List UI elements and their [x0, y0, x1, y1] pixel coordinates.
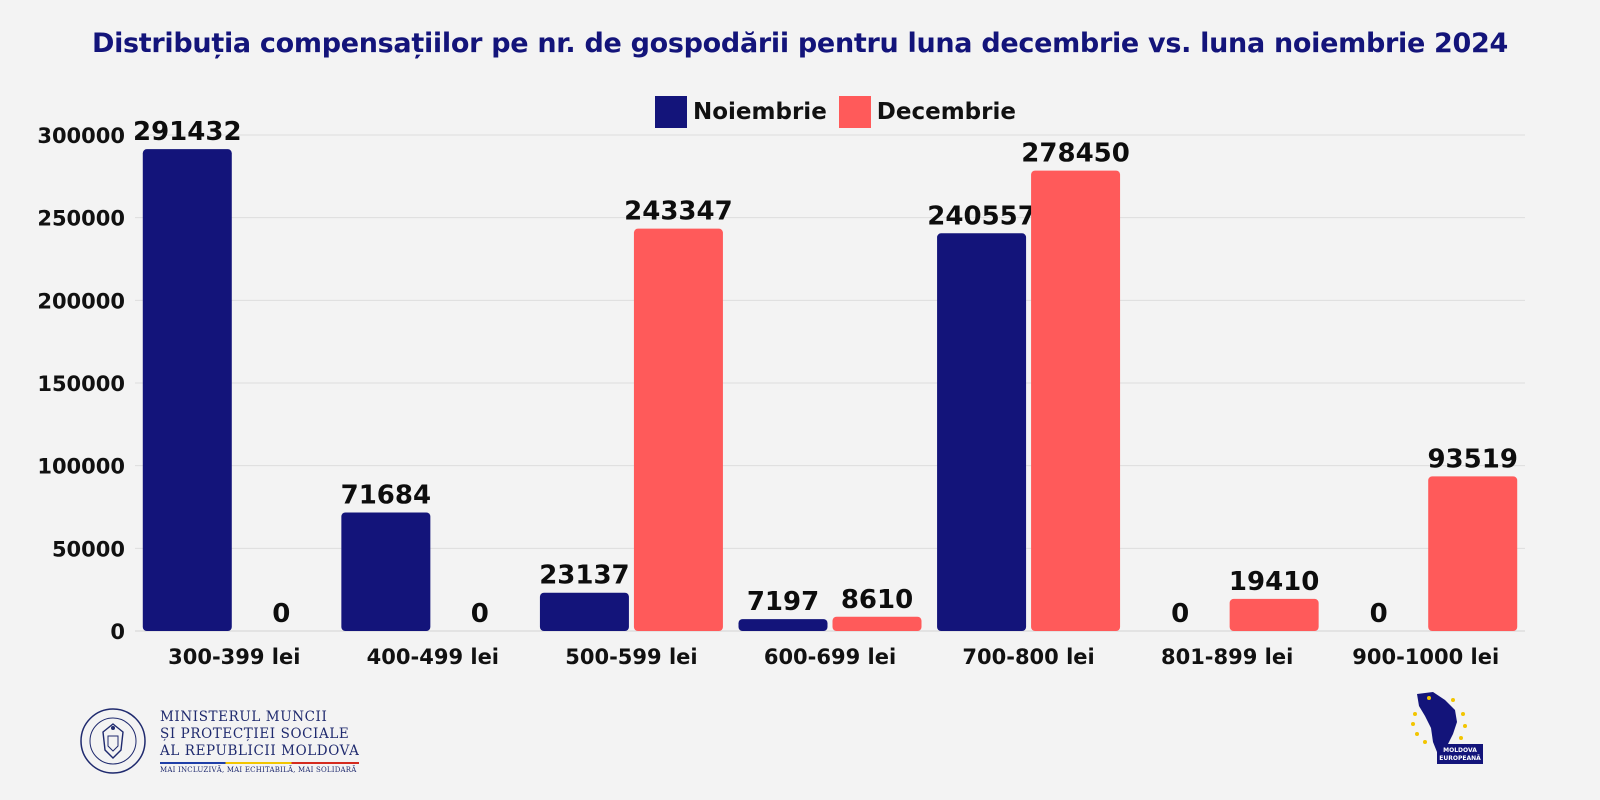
- x-tick-label: 600-699 lei: [764, 645, 896, 669]
- ministry-name-line-3: AL REPUBLICII MOLDOVA: [160, 742, 360, 759]
- legend-item-decembrie: Decembrie: [838, 96, 1016, 128]
- bar-decembrie: [1031, 170, 1121, 631]
- data-label: 240557: [927, 201, 1036, 231]
- legend-label-noiembrie: Noiembrie: [693, 99, 827, 125]
- y-tick-label: 0: [110, 620, 125, 644]
- data-label: 0: [471, 599, 489, 629]
- chart-title: Distribuția compensațiilor pe nr. de gos…: [91, 28, 1509, 59]
- data-label: 291432: [133, 117, 242, 147]
- data-label: 0: [1171, 599, 1189, 629]
- y-tick-label: 300000: [37, 124, 125, 148]
- legend-swatch-decembrie: [838, 96, 871, 128]
- x-tick-label: 801-899 lei: [1161, 645, 1293, 669]
- ministry-name-line-1: MINISTERUL MUNCII: [160, 708, 328, 725]
- data-label: 243347: [624, 197, 733, 227]
- legend-item-noiembrie: Noiembrie: [655, 96, 827, 128]
- data-label: 71684: [341, 480, 431, 510]
- state-emblem-seal-icon: [80, 708, 146, 774]
- data-label: 0: [1370, 599, 1388, 629]
- chart-legend: Noiembrie Decembrie: [655, 96, 1016, 128]
- x-tick-label: 300-399 lei: [168, 645, 300, 669]
- bar-noiembrie: [937, 233, 1027, 631]
- moldova-europeana-map-icon: MOLDOVA EUROPEANĂ: [1411, 692, 1483, 764]
- x-tick-label: 700-800 lei: [962, 645, 1094, 669]
- bar-decembrie: [1428, 476, 1518, 631]
- eu-logo-text-2: EUROPEANĂ: [1439, 755, 1481, 762]
- bar-noiembrie: [341, 512, 431, 631]
- ministry-logo: MINISTERUL MUNCII ȘI PROTECȚIEI SOCIALE …: [78, 706, 360, 776]
- data-label: 0: [272, 599, 290, 629]
- legend-label-decembrie: Decembrie: [876, 99, 1016, 125]
- y-tick-label: 200000: [37, 289, 125, 313]
- data-label: 23137: [539, 561, 629, 591]
- legend-swatch-noiembrie: [655, 96, 687, 128]
- data-label: 93519: [1427, 444, 1517, 474]
- y-tick-label: 250000: [37, 207, 125, 231]
- data-label: 278450: [1021, 139, 1130, 169]
- bar-noiembrie: [539, 592, 629, 631]
- bar-decembrie: [633, 228, 723, 631]
- data-label: 8610: [841, 585, 913, 615]
- data-label: 19410: [1229, 567, 1319, 597]
- y-tick-label: 50000: [52, 537, 125, 561]
- ministry-name-line-2: ȘI PROTECȚIEI SOCIALE: [160, 725, 350, 742]
- ministry-motto: MAI INCLUZIVĂ, MAI ECHITABILĂ, MAI SOLID…: [160, 761, 360, 774]
- bar-decembrie: [832, 616, 922, 631]
- x-tick-label: 900-1000 lei: [1352, 645, 1499, 669]
- y-tick-label: 100000: [37, 455, 125, 479]
- eu-logo-text-1: MOLDOVA: [1443, 747, 1477, 754]
- bar-decembrie: [1229, 598, 1319, 631]
- x-tick-label: 400-499 lei: [367, 645, 499, 669]
- x-tick-label: 500-599 lei: [565, 645, 697, 669]
- bar-noiembrie: [142, 149, 232, 631]
- bar-noiembrie: [738, 619, 828, 631]
- y-tick-label: 150000: [37, 372, 125, 396]
- data-label: 7197: [747, 587, 819, 617]
